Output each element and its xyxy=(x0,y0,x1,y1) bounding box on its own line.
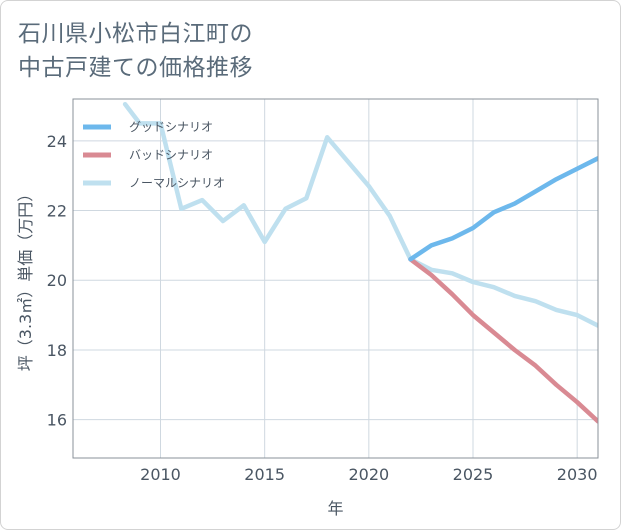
x-tick-2025: 2025 xyxy=(453,465,494,484)
chart-title-line2: 中古戸建ての価格推移 xyxy=(18,55,253,81)
legend-label-good: グッドシナリオ xyxy=(129,120,213,134)
chart-title: 石川県小松市白江町の 中古戸建ての価格推移 xyxy=(18,17,253,85)
series-lines xyxy=(122,101,598,424)
y-tick-18: 18 xyxy=(47,341,67,360)
y-axis-title: 坪（3.3㎡）単価（万円） xyxy=(16,186,35,371)
legend-label-normal: ノーマルシナリオ xyxy=(129,176,225,190)
x-tick-2030: 2030 xyxy=(557,465,598,484)
y-tick-16: 16 xyxy=(47,411,67,430)
chart-title-line1: 石川県小松市白江町の xyxy=(18,21,253,47)
x-tick-2015: 2015 xyxy=(244,465,285,484)
tick-labels: 2010 2015 2020 2025 2030 16 18 20 22 24 xyxy=(47,132,598,484)
plot-frame xyxy=(72,98,599,459)
x-axis-title: 年 xyxy=(327,499,343,518)
y-tick-20: 20 xyxy=(47,271,67,290)
series-line-good xyxy=(408,156,598,262)
series-line-normal xyxy=(122,101,598,328)
x-tick-2020: 2020 xyxy=(348,465,389,484)
legend-label-bad: バッドシナリオ xyxy=(129,148,213,162)
x-tick-2010: 2010 xyxy=(140,465,181,484)
series-line-bad xyxy=(408,257,598,424)
grid-lines xyxy=(73,99,598,458)
y-tick-22: 22 xyxy=(47,202,67,221)
y-tick-24: 24 xyxy=(47,132,67,151)
